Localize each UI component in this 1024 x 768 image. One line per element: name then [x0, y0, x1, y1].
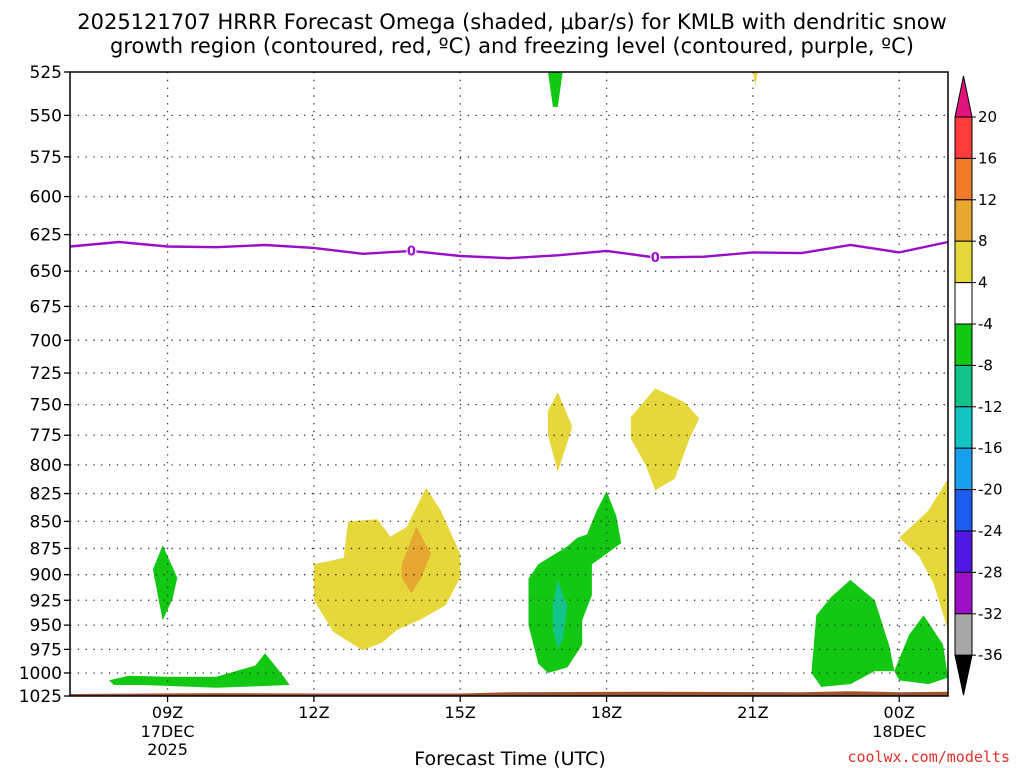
omega-region-neg-10 — [109, 653, 290, 688]
y-tick-label-675: 675 — [30, 297, 62, 317]
colorbar-label-6: -8 — [978, 356, 993, 374]
colorbar-label-13: -36 — [978, 646, 1003, 664]
freezing-level-label-1: 0 — [651, 251, 660, 266]
omega-region-pos-2 — [313, 487, 461, 651]
y-tick-label-875: 875 — [30, 539, 62, 559]
colorbar-label-0: 20 — [978, 108, 997, 126]
axes: 525 550 575 600 625 650 675 700 725 750 775 800 825 8… — [19, 63, 949, 759]
colorbar-label-1: 16 — [978, 149, 997, 167]
x-tick-year-09Z: 2025 — [147, 740, 188, 759]
x-tick-label-00Z: 00Z — [884, 703, 915, 722]
y-tick-label-975: 975 — [30, 640, 62, 660]
omega-region-pos-7 — [752, 72, 758, 87]
omega-region-pos-4 — [548, 392, 573, 472]
x-tick-label-12Z: 12Z — [298, 703, 329, 722]
y-tick-label-900: 900 — [30, 566, 62, 586]
colorbar-segment-11 — [954, 571, 973, 615]
chart-title-line1: 2025121707 HRRR Forecast Omega (shaded, … — [77, 10, 947, 34]
x-tick-label-18Z: 18Z — [591, 703, 622, 722]
colorbar-label-9: -20 — [978, 481, 1003, 499]
x-tick-label-09Z: 09Z — [152, 703, 183, 722]
y-tick-label-650: 650 — [30, 262, 62, 282]
y-tick-label-550: 550 — [30, 106, 62, 126]
omega-region-neg-12 — [552, 579, 568, 650]
colorbar-label-4: 4 — [978, 274, 988, 292]
y-tick-label-750: 750 — [30, 396, 62, 416]
colorbar-segment-5 — [954, 323, 973, 366]
plot-background — [70, 72, 948, 696]
y-tick-label-575: 575 — [30, 148, 62, 168]
y-tick-label-600: 600 — [30, 188, 62, 208]
colorbar-segment-8 — [954, 447, 973, 491]
freezing-label-bg-0 — [406, 242, 417, 257]
colorbar-segment-1 — [954, 157, 973, 201]
y-tick-label-825: 825 — [30, 485, 62, 505]
y-tick-label-1025: 1025 — [19, 687, 62, 707]
y-tick-label-850: 850 — [30, 512, 62, 532]
omega-region-neg-11 — [528, 491, 622, 673]
colorbar-label-7: -12 — [978, 398, 1003, 416]
y-tick-label-925: 925 — [30, 591, 62, 611]
colorbar-segment-7 — [954, 406, 973, 449]
credit-text: coolwx.com/modelts — [847, 748, 1010, 766]
freezing-label-bg-1 — [650, 249, 661, 264]
colorbar-label-2: 12 — [978, 191, 997, 209]
colorbar-segment-10 — [954, 530, 973, 573]
y-tick-label-725: 725 — [30, 364, 62, 384]
omega-region-neg-8 — [548, 72, 563, 107]
colorbar-label-12: -32 — [978, 605, 1003, 623]
colorbar-segment-6 — [954, 364, 973, 408]
colorbar-label-10: -24 — [978, 522, 1003, 540]
x-tick-label-15Z: 15Z — [445, 703, 476, 722]
omega-region-pos-3 — [401, 526, 431, 594]
colorbar-label-11: -28 — [978, 563, 1003, 581]
colorbar-bottom-arrow — [954, 654, 973, 696]
plot-frame — [69, 71, 949, 697]
omega-region-neg-9 — [152, 545, 178, 621]
x-tick-label-21Z: 21Z — [737, 703, 768, 722]
colorbar-label-3: 8 — [978, 232, 988, 250]
x-tick-date-00Z: 18DEC — [872, 722, 926, 741]
x-tick-date-09Z: 17DEC — [141, 722, 195, 741]
colorbar-segment-2 — [954, 199, 973, 242]
freezing-level-label-0: 0 — [407, 244, 416, 259]
colorbar-segment-3 — [954, 240, 973, 284]
chart-title-line2: growth region (contoured, red, ºC) and f… — [110, 34, 914, 58]
ground-terrain — [70, 691, 948, 696]
colorbar-top-arrow — [954, 75, 973, 118]
y-tick-label-800: 800 — [30, 456, 62, 476]
colorbar-label-8: -16 — [978, 439, 1003, 457]
y-tick-label-1000: 1000 — [19, 664, 62, 684]
colorbar-segment-12 — [954, 613, 973, 656]
omega-region-pos-6 — [899, 478, 948, 630]
colorbar-segment-0 — [954, 116, 973, 159]
omega-region-neg-13 — [811, 579, 895, 687]
y-tick-label-775: 775 — [30, 426, 62, 446]
x-axis-label: Forecast Time (UTC) — [414, 748, 605, 768]
y-tick-label-950: 950 — [30, 616, 62, 636]
freezing-level-line — [69, 240, 949, 260]
colorbar-segment-9 — [954, 489, 973, 532]
y-tick-label-700: 700 — [30, 331, 62, 351]
colorbar-segment-4 — [954, 282, 973, 325]
y-tick-label-525: 525 — [30, 63, 62, 83]
colorbar: 20 16 12 8 4 -4 -8 -12 -16 -20 -24 -28 -32 -36 — [954, 75, 1003, 696]
colorbar-label-5: -4 — [978, 315, 993, 333]
y-tick-label-625: 625 — [30, 226, 62, 246]
